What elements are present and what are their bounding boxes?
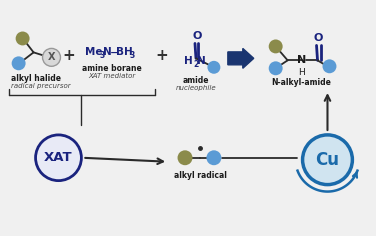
Circle shape <box>303 135 352 185</box>
Circle shape <box>269 61 283 75</box>
Text: XAT mediator: XAT mediator <box>89 73 136 79</box>
Text: 3: 3 <box>129 51 135 60</box>
Text: XAT: XAT <box>44 151 73 164</box>
Text: amine borane: amine borane <box>82 64 142 73</box>
Text: O: O <box>314 34 323 43</box>
Text: −: − <box>110 47 120 57</box>
Text: 3: 3 <box>99 51 105 60</box>
Text: radical precursor: radical precursor <box>11 83 70 89</box>
Text: amide: amide <box>183 76 209 85</box>
Circle shape <box>16 32 30 45</box>
Text: N: N <box>197 56 206 66</box>
Circle shape <box>36 135 81 181</box>
Text: +: + <box>156 48 168 63</box>
Text: Cu: Cu <box>315 151 340 169</box>
Text: nucleophile: nucleophile <box>176 85 216 91</box>
Text: Me: Me <box>85 47 103 57</box>
Circle shape <box>323 59 337 73</box>
Text: O: O <box>192 31 202 42</box>
Text: BH: BH <box>116 47 133 57</box>
Circle shape <box>42 48 61 66</box>
Circle shape <box>206 150 221 165</box>
Text: alkyl halide: alkyl halide <box>11 74 61 83</box>
Text: alkyl radical: alkyl radical <box>173 171 226 180</box>
Text: N: N <box>103 47 112 57</box>
FancyArrow shape <box>228 48 254 68</box>
Circle shape <box>208 61 220 74</box>
Text: H: H <box>184 56 193 66</box>
Circle shape <box>12 56 26 70</box>
Text: N: N <box>297 55 306 65</box>
Text: H: H <box>298 68 305 77</box>
Text: N-alkyl-amide: N-alkyl-amide <box>271 78 332 87</box>
Text: 2: 2 <box>193 60 198 69</box>
Circle shape <box>269 39 283 53</box>
Text: X: X <box>48 52 55 62</box>
Circle shape <box>177 150 193 165</box>
Text: +: + <box>62 48 75 63</box>
